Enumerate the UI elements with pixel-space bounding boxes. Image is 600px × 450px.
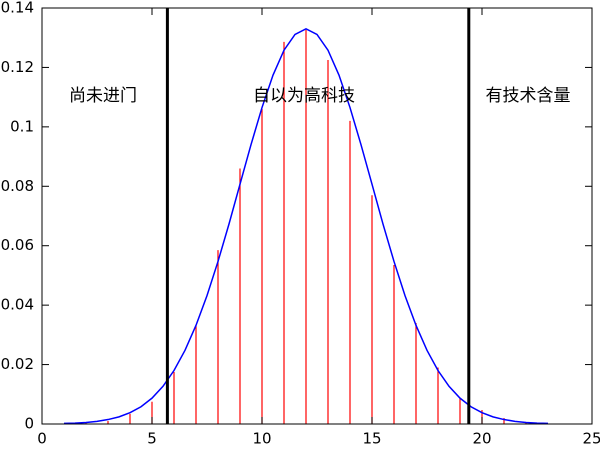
x-tick-label: 25 bbox=[582, 430, 600, 448]
annotation: 有技术含量 bbox=[486, 86, 571, 106]
x-tick-label: 5 bbox=[147, 430, 157, 448]
annotation: 自以为高科技 bbox=[253, 86, 355, 106]
y-tick-label: 0.02 bbox=[1, 355, 34, 373]
y-tick-label: 0 bbox=[24, 415, 34, 433]
y-tick-label: 0.04 bbox=[1, 296, 34, 314]
plot-frame bbox=[41, 7, 593, 425]
annotation: 尚未进门 bbox=[69, 86, 137, 106]
y-tick-label: 0.08 bbox=[1, 177, 34, 195]
x-tick-label: 15 bbox=[362, 430, 381, 448]
x-tick-label: 10 bbox=[252, 430, 271, 448]
y-tick-label: 0.1 bbox=[10, 117, 34, 135]
y-tick-label: 0.14 bbox=[1, 0, 34, 17]
x-tick-label: 0 bbox=[37, 430, 47, 448]
y-tick-label: 0.06 bbox=[1, 236, 34, 254]
y-tick-label: 0.12 bbox=[1, 58, 34, 76]
x-tick-label: 20 bbox=[472, 430, 491, 448]
